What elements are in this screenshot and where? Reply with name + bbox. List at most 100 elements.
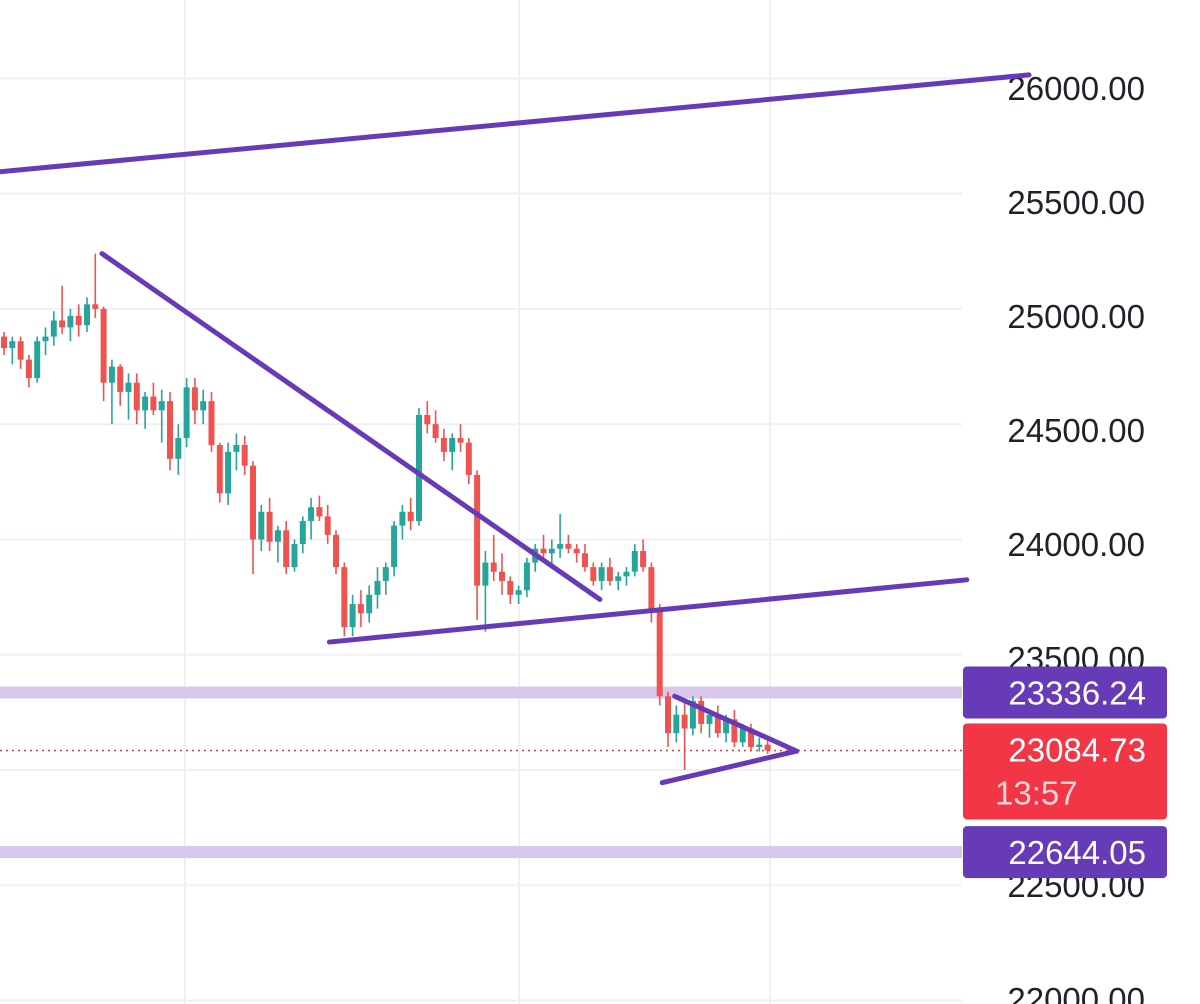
candle-body [598, 567, 605, 581]
candle-body [158, 401, 165, 411]
candle-body [108, 366, 115, 383]
candle-body [233, 444, 240, 452]
candle-body [714, 714, 721, 734]
candle-body [606, 567, 613, 581]
candle-body [225, 451, 232, 494]
resistance-level-label: 23336.24 [1008, 674, 1146, 711]
candle-body [482, 562, 489, 586]
candle-body [515, 590, 522, 595]
candle-body [665, 696, 671, 734]
candle-body [75, 315, 82, 326]
candle-body [274, 530, 281, 542]
candle-body [499, 571, 505, 581]
candle-body [706, 714, 713, 724]
candle-body [673, 714, 680, 734]
candle-body [117, 366, 124, 392]
candle-body [341, 567, 348, 628]
candle-body [366, 594, 373, 614]
candle-body [133, 382, 140, 411]
price-tick-label: 22000.00 [1007, 981, 1145, 1004]
candle-body [299, 521, 306, 545]
candle-body [1, 336, 7, 349]
candle-body [283, 530, 290, 568]
candle-body [731, 719, 738, 743]
candle-body [42, 336, 49, 342]
candle-body [258, 511, 265, 540]
candle-body [150, 396, 157, 411]
candle-body [449, 438, 456, 452]
candle-body [25, 359, 32, 379]
candle-body [9, 341, 16, 349]
candle-body [167, 401, 173, 459]
chart-grid [0, 0, 962, 1004]
candle-body [142, 396, 149, 411]
candle-body [764, 744, 771, 751]
trendline [672, 693, 800, 754]
candle-countdown-label: 13:57 [995, 774, 1078, 811]
candle-body [640, 550, 647, 568]
candle-body [216, 444, 223, 494]
candle-body [382, 567, 389, 581]
candle-body [748, 728, 754, 747]
resistance-level-badge [963, 666, 1167, 719]
candle-body [200, 401, 207, 411]
price-tick-label: 25000.00 [1007, 298, 1145, 335]
candle-body [565, 544, 572, 549]
support-level-label: 22644.05 [1008, 834, 1146, 871]
candle-body [465, 442, 472, 475]
candle-body [582, 553, 588, 568]
candle-body [316, 507, 323, 517]
candle-body [474, 474, 481, 586]
candle-body [573, 548, 580, 554]
candle-body [125, 382, 132, 392]
candle-body [191, 387, 198, 411]
candle-body [440, 438, 447, 452]
trendline [0, 72, 1032, 175]
candle-body [241, 444, 248, 466]
candle-body [291, 544, 298, 568]
candlestick-series [1, 253, 771, 771]
candle-body [266, 511, 273, 542]
candle-body [407, 511, 414, 522]
price-tick-label: 25500.00 [1007, 184, 1145, 221]
candle-body [17, 341, 24, 360]
candle-body [399, 511, 406, 526]
candle-body [739, 728, 746, 743]
trendline [659, 748, 800, 786]
candle-body [523, 562, 530, 591]
support-level-badge [963, 826, 1167, 879]
candle-body [34, 341, 41, 379]
candle-body [631, 550, 638, 572]
current-price-badge [963, 723, 1167, 820]
candle-body [391, 525, 398, 568]
candle-body [623, 571, 630, 577]
candle-body [59, 320, 66, 328]
candle-body [374, 580, 381, 595]
price-tick-label: 24000.00 [1007, 526, 1145, 563]
candle-body [67, 315, 74, 328]
candle-body [457, 438, 464, 443]
candle-body [723, 719, 730, 734]
candle-body [175, 438, 182, 459]
candle-body [92, 304, 99, 309]
candle-body [590, 567, 597, 581]
price-zone-band [0, 846, 962, 859]
candle-body [50, 320, 57, 337]
candle-body [84, 304, 90, 326]
candle-body [698, 700, 705, 724]
trendlines[interactable] [0, 72, 1032, 786]
trendline [326, 577, 970, 645]
candle-body [250, 465, 256, 540]
candle-body [656, 608, 663, 697]
candle-body [424, 414, 431, 425]
candle-body [100, 308, 107, 383]
candle-body [208, 401, 215, 445]
candle-body [308, 507, 315, 522]
candle-body [648, 567, 655, 609]
current-price-label: 23084.73 [1008, 731, 1146, 768]
candle-body [540, 548, 547, 554]
candle-body [349, 604, 356, 628]
horizontal-zones [0, 686, 962, 859]
candle-body [548, 548, 555, 554]
